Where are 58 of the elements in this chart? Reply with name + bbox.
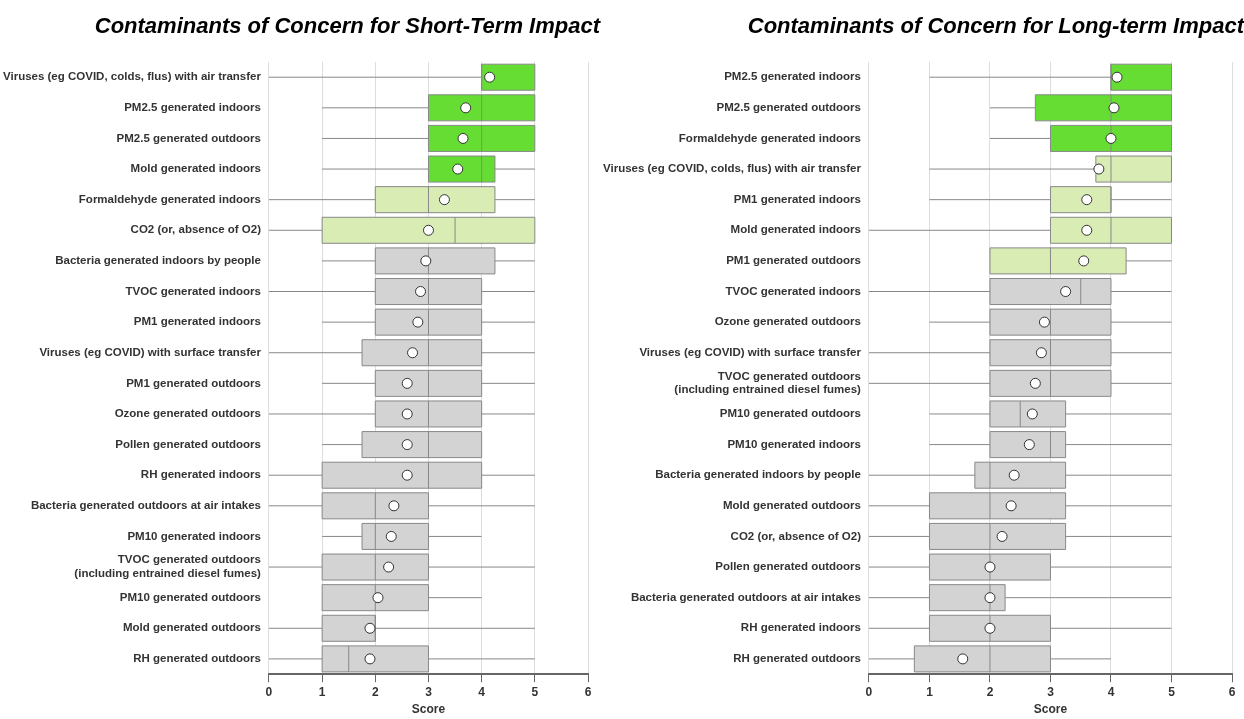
y-tick-label: Pollen generated outdoors	[715, 560, 861, 573]
y-tick-label: RH generated indoors	[140, 468, 261, 481]
y-tick-label: PM2.5 generated outdoors	[116, 131, 261, 144]
y-tick-label: CO2 (or, absence of O2)	[130, 223, 262, 236]
y-tick-label: Bacteria generated outdoors at air intakes	[630, 590, 861, 603]
x-axis-title: Score	[1033, 702, 1068, 717]
y-tick-label: Viruses (eg COVID, colds, flus) with air transfer	[3, 70, 262, 83]
y-tick-label: TVOC generated indoors	[125, 284, 261, 297]
y-tick-label: Mold generated outdoors	[122, 621, 261, 634]
chart-title: Contaminants of Concern for Short-Term Impact	[93, 12, 600, 40]
y-tick-label: PM1 generated outdoors	[126, 376, 261, 389]
y-tick-label: PM10 generated outdoors	[119, 590, 261, 603]
y-tick-label: Bacteria generated outdoors at air intakes	[30, 498, 261, 511]
x-tick-label: 4	[1107, 684, 1115, 699]
y-tick-label: Ozone generated outdoors	[114, 407, 261, 420]
x-tick-label: 3	[425, 684, 433, 699]
y-tick-label: PM2.5 generated indoors	[124, 100, 261, 113]
y-tick-label: Formaldehyde generated indoors	[678, 131, 861, 144]
y-tick-label: RH generated outdoors	[133, 652, 261, 665]
x-tick-label: 3	[1047, 684, 1055, 699]
y-tick-label: PM10 generated indoors	[727, 437, 861, 450]
x-tick-label: 2	[371, 684, 379, 699]
y-tick-label: Mold generated indoors	[130, 162, 261, 175]
x-axis-title: Score	[411, 702, 446, 717]
y-tick-label: Formaldehyde generated indoors	[78, 192, 261, 205]
y-tick-label: PM10 generated outdoors	[719, 407, 861, 420]
y-tick-label: Bacteria generated indoors by people	[655, 468, 861, 481]
y-tick-label: Pollen generated outdoors	[115, 437, 261, 450]
x-tick-label: 5	[531, 684, 539, 699]
x-tick-label: 1	[318, 684, 326, 699]
x-tick-label: 0	[265, 684, 273, 699]
y-tick-label: Viruses (eg COVID) with surface transfer	[39, 345, 262, 358]
x-tick-label: 4	[478, 684, 486, 699]
y-tick-label: Viruses (eg COVID) with surface transfer	[639, 345, 862, 358]
y-tick-label: PM2.5 generated indoors	[724, 70, 861, 83]
y-tick-label: RH generated outdoors	[733, 652, 861, 665]
y-tick-label: Mold generated indoors	[730, 223, 861, 236]
y-tick-label: CO2 (or, absence of O2)	[730, 529, 862, 542]
y-tick-label: TVOC generated outdoors (including entrained diesel fumes)	[74, 553, 262, 580]
x-tick-label: 6	[584, 684, 592, 699]
y-tick-label: Viruses (eg COVID, colds, flus) with air transfer	[603, 162, 862, 175]
y-tick-label: Bacteria generated indoors by people	[55, 254, 261, 267]
y-tick-label: PM1 generated outdoors	[726, 254, 861, 267]
y-tick-label: PM1 generated indoors	[133, 315, 261, 328]
x-tick-label: 0	[865, 684, 873, 699]
y-tick-label: RH generated indoors	[740, 621, 861, 634]
y-tick-label: TVOC generated indoors	[725, 284, 861, 297]
x-tick-label: 5	[1168, 684, 1176, 699]
y-tick-label: TVOC generated outdoors (including entrained diesel fumes)	[674, 369, 862, 396]
y-tick-label: PM2.5 generated outdoors	[716, 100, 861, 113]
x-tick-label: 1	[926, 684, 934, 699]
chart-title: Contaminants of Concern for Long-term Impact	[746, 12, 1244, 40]
y-tick-label: Mold generated outdoors	[722, 498, 861, 511]
y-tick-label: Ozone generated outdoors	[714, 315, 861, 328]
x-tick-label: 2	[986, 684, 994, 699]
y-tick-label: PM1 generated indoors	[733, 192, 861, 205]
x-tick-label: 6	[1228, 684, 1236, 699]
y-tick-label: PM10 generated indoors	[127, 529, 261, 542]
